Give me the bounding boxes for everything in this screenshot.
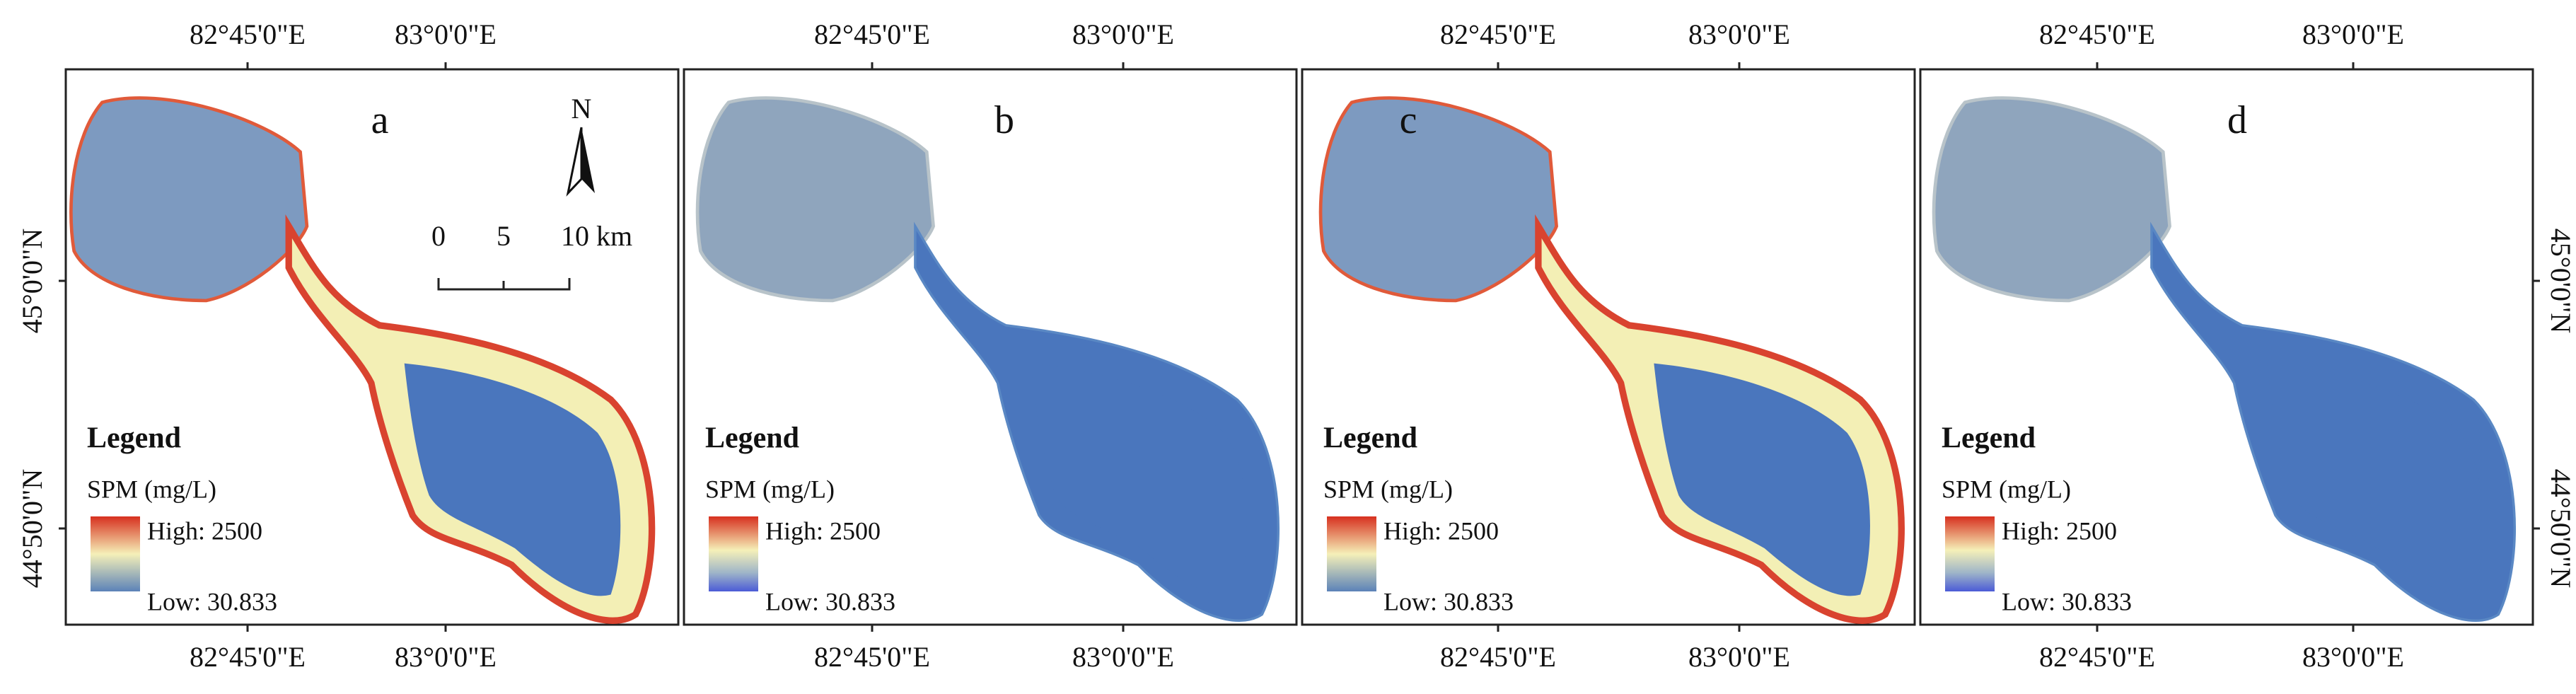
legend-quantity: SPM (mg/L) — [1942, 475, 2071, 503]
right-lat-label: 44°50'0"N — [2545, 469, 2576, 588]
map-panel: c 82°45'0"E 82°45'0"E 83°0'0"E 83°0'0"E Legen… — [1301, 18, 1916, 673]
scale-bar — [437, 278, 571, 291]
legend-high: High: 2500 — [2002, 516, 2117, 545]
scale-label: 5 — [497, 220, 511, 252]
north-label: N — [572, 93, 592, 125]
top-lon-label: 83°0'0"E — [395, 18, 497, 50]
left-lat-label: 44°50'0"N — [16, 469, 48, 588]
lake-inner — [1654, 363, 1870, 596]
top-lon-label: 82°45'0"E — [190, 18, 306, 50]
bottom-lon-label: 83°0'0"E — [2302, 641, 2404, 673]
lake-lobe — [695, 96, 935, 303]
panel-letter: d — [2227, 98, 2247, 142]
left-lat-label: 45°0'0"N — [16, 229, 48, 333]
north-arrow — [581, 127, 595, 193]
legend-ramp — [709, 516, 758, 591]
lake-lobe — [1318, 96, 1558, 303]
lake — [69, 96, 656, 624]
lake — [695, 96, 1280, 623]
right-lat-label: 45°0'0"N — [2545, 229, 2576, 333]
top-lon-label: 83°0'0"E — [1072, 18, 1174, 50]
panel-letter: c — [1400, 98, 1417, 142]
legend-low: Low: 30.833 — [2002, 587, 2132, 615]
bottom-lon-label: 82°45'0"E — [190, 641, 306, 673]
top-lon-label: 82°45'0"E — [2039, 18, 2155, 50]
lake — [1932, 96, 2517, 623]
legend-title: Legend — [1323, 422, 1417, 455]
legend-title: Legend — [87, 422, 181, 455]
scale-label: 10 km — [561, 220, 632, 252]
legend-ramp — [1945, 516, 1995, 591]
legend-title: Legend — [705, 422, 799, 455]
north-arrow — [566, 127, 583, 197]
legend-quantity: SPM (mg/L) — [705, 475, 835, 503]
scale-label: 0 — [431, 220, 446, 252]
lake-inner — [1031, 363, 1247, 596]
bottom-lon-label: 83°0'0"E — [1688, 641, 1790, 673]
map-panel: a 82°45'0"E 82°45'0"E 83°0'0"E 83°0'0"E Legen… — [64, 18, 680, 673]
lake-inner — [404, 363, 621, 596]
legend-title: Legend — [1942, 422, 2036, 455]
legend-ramp — [1327, 516, 1376, 591]
legend-high: High: 2500 — [1383, 516, 1499, 545]
legend-quantity: SPM (mg/L) — [87, 475, 216, 503]
top-lon-label: 83°0'0"E — [1688, 18, 1790, 50]
bottom-lon-label: 82°45'0"E — [814, 641, 930, 673]
legend-ramp — [91, 516, 140, 591]
map-panel: d 82°45'0"E 82°45'0"E 83°0'0"E 83°0'0"E Legen… — [1919, 18, 2534, 673]
legend-high: High: 2500 — [147, 516, 262, 545]
legend-low: Low: 30.833 — [1383, 587, 1514, 615]
bottom-lon-label: 83°0'0"E — [1072, 641, 1174, 673]
bottom-lon-label: 82°45'0"E — [2039, 641, 2155, 673]
top-lon-label: 82°45'0"E — [1440, 18, 1556, 50]
legend-quantity: SPM (mg/L) — [1323, 475, 1453, 503]
bottom-lon-label: 83°0'0"E — [395, 641, 497, 673]
top-lon-label: 82°45'0"E — [814, 18, 930, 50]
top-lon-label: 83°0'0"E — [2302, 18, 2404, 50]
panel-letter: a — [371, 98, 389, 142]
bottom-lon-label: 82°45'0"E — [1440, 641, 1556, 673]
lake-lobe — [69, 96, 309, 303]
lake-lobe — [1932, 96, 2171, 303]
legend-high: High: 2500 — [765, 516, 881, 545]
legend-low: Low: 30.833 — [147, 587, 277, 615]
panel-letter: b — [994, 98, 1014, 142]
legend-low: Low: 30.833 — [765, 587, 895, 615]
lake — [1318, 96, 1905, 624]
lake-inner — [2267, 363, 2483, 596]
map-panel: b 82°45'0"E 82°45'0"E 83°0'0"E 83°0'0"E Legen… — [683, 18, 1298, 673]
